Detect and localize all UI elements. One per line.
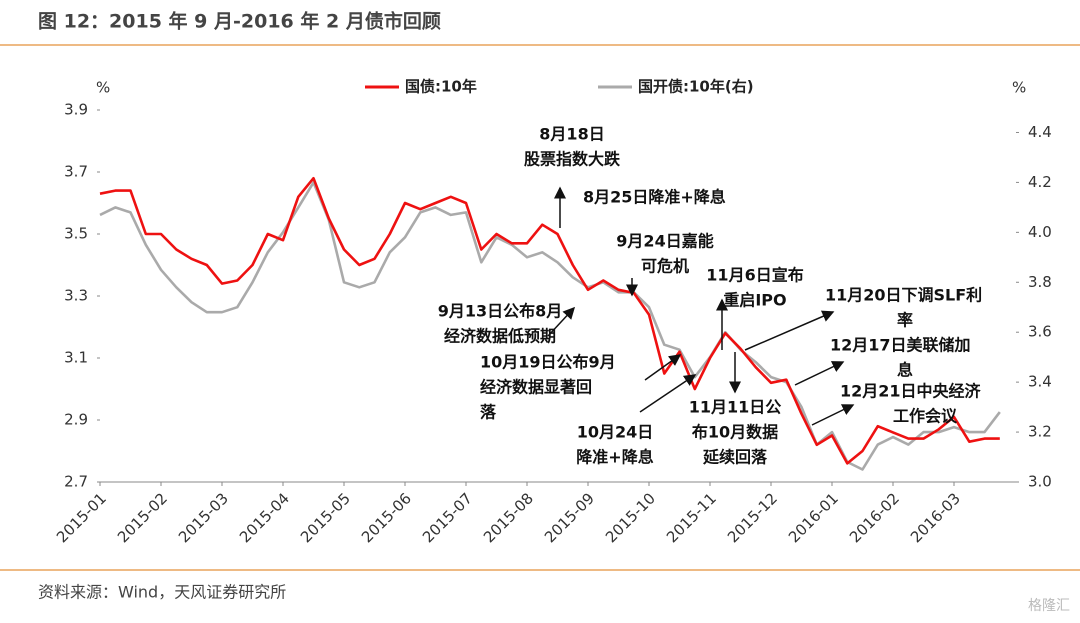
annotation: 股票指数大跌 [524,150,621,169]
annotation: 12月21日中央经济 [840,382,982,401]
annotation: 落 [480,403,497,422]
y2-tick-label: 4.2 [1028,173,1052,191]
x-tick-label: 2015-10 [602,489,659,546]
annotation-arrow [547,306,576,337]
annotation-arrow [639,374,697,413]
annotation: 11月6日宣布 [706,266,803,285]
annotation: 经济数据显著回 [480,378,592,397]
series-line [99,176,1000,465]
y2-tick-label: 3.6 [1028,323,1052,341]
y2-tick-label: 3.8 [1028,273,1052,291]
y-tick-label: 3.5 [64,225,88,243]
y2-tick-label: 4.4 [1028,123,1052,141]
y-tick-label: 3.3 [64,287,88,305]
annotation: 经济数据低预期 [444,327,556,346]
x-tick-label: 2015-04 [236,489,293,546]
annotation: 10月24日 [577,423,654,442]
series-line [99,181,1001,471]
annotation: 8月25日降准+降息 [583,188,726,207]
annotation: 可危机 [641,257,689,276]
x-tick-label: 2016-01 [785,489,842,546]
annotation: 布10月数据 [692,423,778,442]
x-tick-label: 2015-02 [114,489,171,546]
page-title: 图 12：2015 年 9 月-2016 年 2 月债市回顾 [38,10,441,33]
annotation: 延续回落 [702,448,768,467]
annotation: 8月18日 [539,125,604,144]
annotation-arrow [644,354,682,381]
x-tick-label: 2015-11 [663,489,720,546]
annotation: 息 [897,361,913,380]
x-tick-label: 2015-08 [480,489,537,546]
source: 资料来源：Wind，天风证券研究所 [38,583,286,602]
legend-label: 国开债:10年(右) [638,78,754,96]
y-tick-label: 2.7 [64,473,88,491]
annotation: 率 [897,311,913,330]
x-tick-label: 2016-02 [846,489,903,546]
x-tick-label: 2015-03 [175,489,232,546]
annotation: 9月13日公布8月 [438,302,563,321]
annotation: 11月11日公 [689,398,782,417]
legend-label: 国债:10年 [405,78,477,96]
y2-tick-label: 3.0 [1028,473,1052,491]
y2-axis-unit: % [1012,79,1026,97]
watermark: 格隆汇 [1028,598,1070,614]
annotation: 10月19日公布9月 [480,353,616,372]
annotation: 12月17日美联储加 [830,336,971,355]
annotation-arrow [811,404,855,426]
y2-tick-label: 4.0 [1028,223,1052,241]
annotation-arrow [744,310,835,351]
y-tick-label: 3.1 [64,349,88,367]
x-tick-label: 2016-03 [907,489,964,546]
annotation: 重启IPO [723,291,786,310]
x-tick-label: 2015-12 [724,489,781,546]
x-tick-label: 2015-07 [419,489,476,546]
y2-tick-label: 3.2 [1028,423,1052,441]
x-tick-label: 2015-01 [53,489,110,546]
y-tick-label: 3.9 [64,101,88,119]
y-tick-label: 2.9 [64,411,88,429]
annotation: 工作会议 [893,407,958,426]
y-tick-label: 3.7 [64,163,88,181]
x-tick-label: 2015-06 [358,489,415,546]
annotation: 降准+降息 [576,448,653,467]
x-tick-label: 2015-09 [541,489,598,546]
annotation: 9月24日嘉能 [616,232,713,251]
y-axis-unit: % [96,79,110,97]
x-tick-label: 2015-05 [297,489,354,546]
annotation-arrow [794,361,845,386]
y2-tick-label: 3.4 [1028,373,1052,391]
annotation: 11月20日下调SLF利 [825,286,982,305]
